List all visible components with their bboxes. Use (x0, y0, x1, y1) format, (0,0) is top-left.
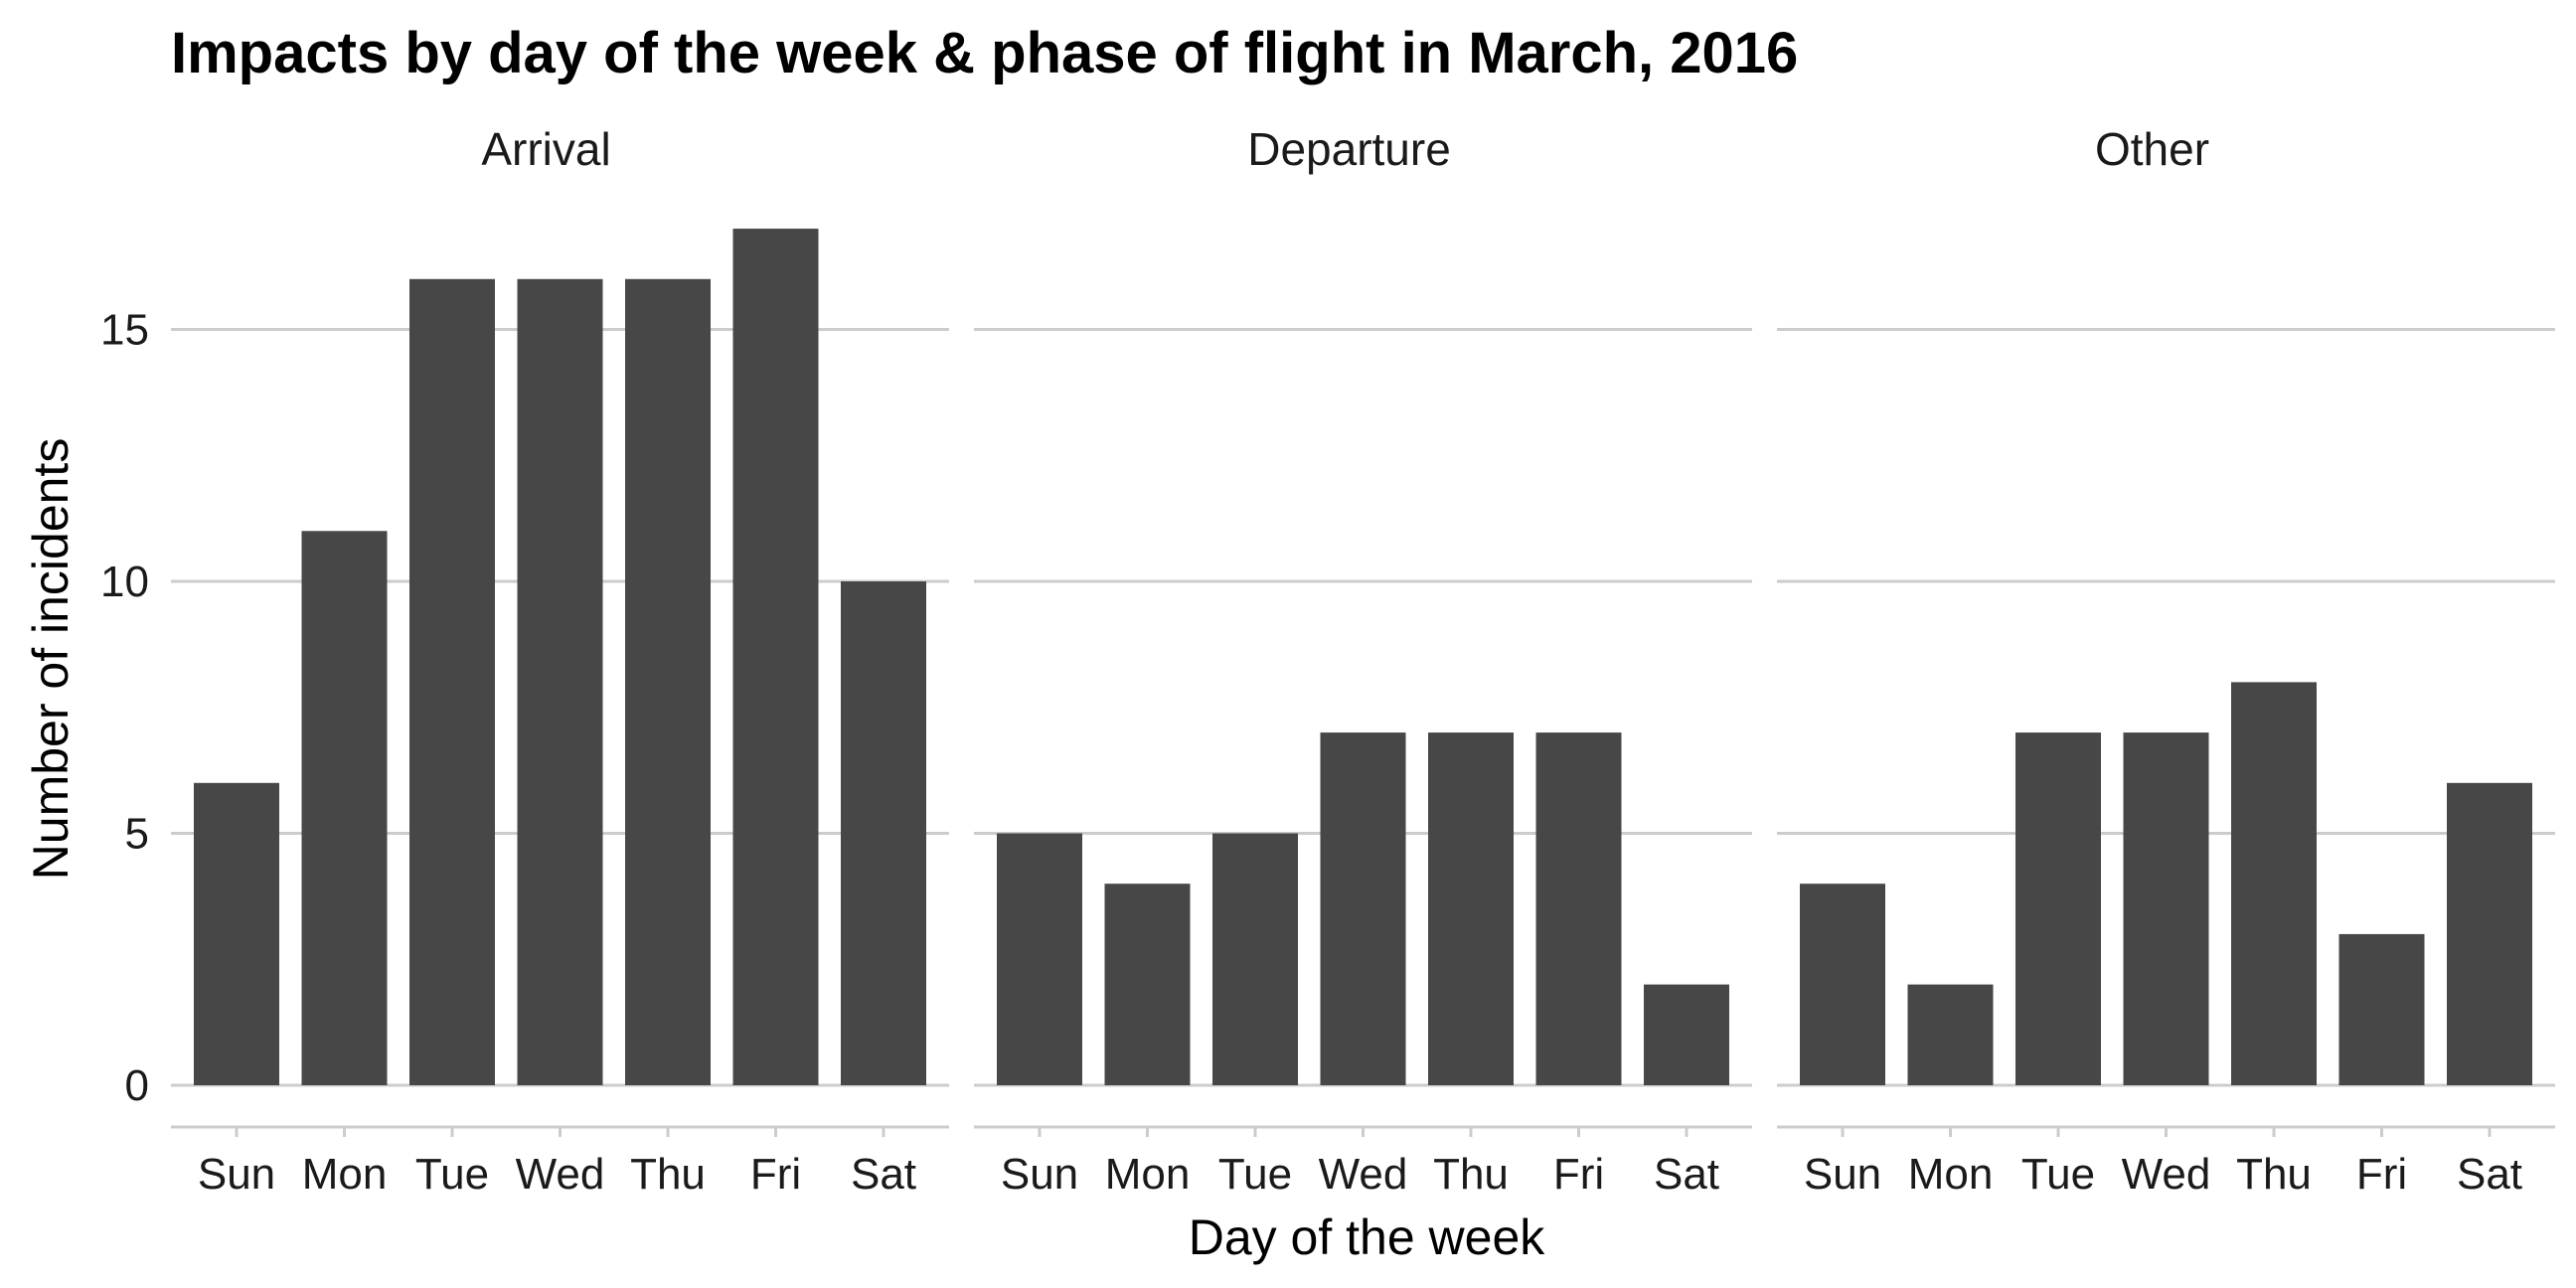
x-tick-label: Fri (1553, 1150, 1604, 1199)
y-tick-label: 10 (100, 558, 149, 606)
bar-sat (1644, 984, 1729, 1085)
facet-label: Other (2095, 123, 2209, 175)
x-tick-label: Fri (2356, 1150, 2407, 1199)
bar-sun (997, 833, 1082, 1085)
bar-fri (2338, 933, 2425, 1085)
x-tick-label: Sat (2457, 1150, 2522, 1199)
facet-label: Arrival (481, 123, 610, 175)
bar-wed (1320, 732, 1406, 1085)
y-tick-label: 0 (125, 1061, 149, 1110)
bar-wed (517, 278, 603, 1085)
x-tick-label: Sun (198, 1150, 275, 1199)
bar-sat (2447, 782, 2532, 1085)
x-tick-label: Fri (750, 1150, 801, 1199)
x-tick-label: Thu (1433, 1150, 1509, 1199)
bar-tue (2015, 732, 2101, 1085)
x-tick-label: Thu (2236, 1150, 2312, 1199)
bar-tue (1212, 833, 1298, 1085)
x-tick-label: Sun (1001, 1150, 1078, 1199)
bar-fri (732, 229, 819, 1086)
facet-panels: Arrival Sun Mon Tue Wed Thu Fri Sat 0 5 10 15 Depart… (100, 123, 2555, 1199)
bar-wed (2123, 732, 2209, 1085)
x-tick-label: Sat (851, 1150, 916, 1199)
x-tick-label: Mon (1908, 1150, 1994, 1199)
facet-other: Other Sun Mon Tue Wed Thu Fri Sat (1777, 123, 2555, 1199)
chart-title: Impacts by day of the week & phase of fl… (171, 21, 1798, 85)
facet-arrival: Arrival Sun Mon Tue Wed Thu Fri Sat 0 5 10 15 (100, 123, 949, 1199)
x-tick-label: Wed (2122, 1150, 2211, 1199)
facet-label: Departure (1247, 123, 1451, 175)
y-tick-label: 15 (100, 306, 149, 355)
y-axis-title: Number of incidents (23, 438, 79, 881)
bar-sat (841, 581, 926, 1085)
bar-mon (301, 531, 388, 1085)
x-tick-label: Mon (302, 1150, 388, 1199)
x-tick-label: Tue (2021, 1150, 2095, 1199)
x-tick-label: Wed (1319, 1150, 1408, 1199)
x-tick-label: Mon (1105, 1150, 1191, 1199)
bar-tue (409, 278, 495, 1085)
y-tick-label: 5 (125, 810, 149, 859)
x-tick-label: Tue (415, 1150, 489, 1199)
x-tick-label: Tue (1218, 1150, 1292, 1199)
x-tick-label: Thu (630, 1150, 706, 1199)
bar-sun (1800, 884, 1885, 1085)
bar-thu (2231, 682, 2317, 1085)
bar-fri (1535, 732, 1622, 1085)
x-axis-title: Day of the week (1189, 1209, 1546, 1265)
bar-thu (1428, 732, 1514, 1085)
bar-mon (1104, 884, 1191, 1085)
bar-sun (194, 782, 279, 1085)
x-tick-label: Sun (1804, 1150, 1881, 1199)
facet-departure: Departure Sun Mon Tue Wed Thu Fri Sat (974, 123, 1752, 1199)
x-tick-label: Sat (1654, 1150, 1719, 1199)
bar-mon (1907, 984, 1994, 1085)
x-tick-label: Wed (516, 1150, 605, 1199)
bar-thu (625, 278, 711, 1085)
